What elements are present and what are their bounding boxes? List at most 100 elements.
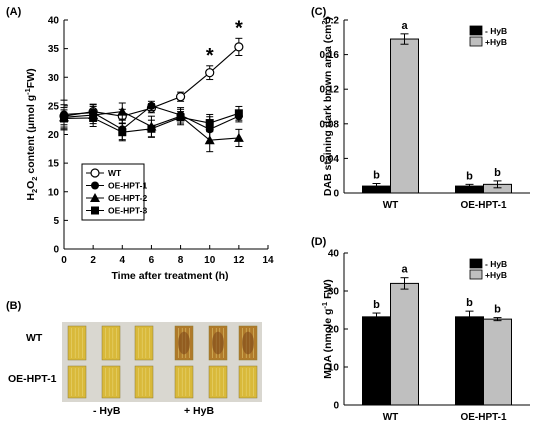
leaf-disc bbox=[101, 365, 121, 399]
leaf-disc bbox=[134, 365, 154, 399]
dab-legend: - HyB+HyB bbox=[469, 25, 507, 47]
h2o2-legend-marker bbox=[90, 168, 100, 178]
mda-legend-label: - HyB bbox=[485, 259, 507, 269]
mda-bar bbox=[483, 318, 512, 406]
h2o2-x-tick-label: 0 bbox=[61, 255, 67, 266]
dab-legend-swatch bbox=[469, 25, 483, 36]
h2o2-x-axis-title: Time after treatment (h) bbox=[111, 270, 228, 282]
h2o2-legend-marker bbox=[91, 181, 99, 190]
mda-y-tick-label: 40 bbox=[328, 249, 340, 260]
h2o2-significance-mark: * bbox=[206, 45, 214, 67]
dab-legend-label: - HyB bbox=[485, 26, 507, 36]
h2o2-y-tick-label: 35 bbox=[48, 44, 60, 55]
dab-significance-letter: b bbox=[466, 170, 473, 182]
h2o2-point bbox=[204, 135, 215, 145]
mda-y-axis-title: MDA (nmole g-1 FW) bbox=[320, 279, 334, 379]
photo-row-label-wt: WT bbox=[26, 332, 43, 344]
h2o2-point bbox=[234, 109, 243, 118]
dab-legend-label: +HyB bbox=[485, 37, 507, 47]
h2o2-y-tick-label: 15 bbox=[48, 159, 60, 170]
dab-category-label: WT bbox=[383, 200, 399, 211]
h2o2-legend: WT OE-HPT-1 OE-HPT-2 OE-HPT-3 bbox=[81, 163, 147, 221]
dab-bar bbox=[390, 38, 419, 194]
dab-category-label: OE-HPT-1 bbox=[460, 200, 507, 211]
h2o2-legend-label: WT bbox=[108, 168, 122, 178]
photo-group-label-minus: - HyB bbox=[93, 405, 121, 417]
dab-chart: 0 0.04 0.08 0.12 0.16 0.2 WT b a OE-HPT-1 b b - HyB+… bbox=[320, 16, 530, 211]
dab-stain bbox=[212, 331, 224, 355]
mda-significance-letter: b bbox=[466, 297, 473, 309]
dab-y-tick-label: 0 bbox=[333, 189, 339, 200]
mda-significance-letter: b bbox=[373, 299, 380, 311]
leaf-disc bbox=[101, 325, 121, 361]
dab-stain bbox=[242, 331, 254, 355]
mda-legend-label: +HyB bbox=[485, 270, 507, 280]
leaf-disc bbox=[67, 325, 87, 361]
mda-legend-swatch bbox=[469, 258, 483, 269]
h2o2-point bbox=[147, 101, 156, 110]
mda-legend-swatch bbox=[469, 269, 483, 280]
h2o2-y-tick-label: 25 bbox=[48, 101, 60, 112]
h2o2-legend-label: OE-HPT-2 bbox=[108, 193, 147, 203]
mda-y-tick-label: 10 bbox=[328, 363, 340, 374]
mda-y-tick-label: 30 bbox=[328, 287, 340, 298]
h2o2-x-tick-label: 4 bbox=[120, 255, 126, 266]
h2o2-point bbox=[233, 132, 244, 142]
h2o2-legend-marker bbox=[91, 206, 99, 215]
panel-label-c: (C) bbox=[311, 6, 327, 18]
mda-bar bbox=[455, 316, 484, 406]
leaf-disc bbox=[238, 365, 258, 399]
h2o2-series-wt bbox=[59, 37, 244, 126]
mda-significance-letter: b bbox=[494, 304, 501, 316]
mda-bar bbox=[390, 282, 419, 406]
dab-y-axis-title: DAB staining dark brown area (cm2) bbox=[320, 17, 334, 196]
h2o2-point bbox=[60, 114, 68, 123]
mda-y-tick-label: 0 bbox=[333, 401, 339, 412]
mda-chart: 0 10 20 30 40 WT b a OE-HPT-1 b b - HyB+HyB MDA (nmo… bbox=[320, 249, 530, 423]
dab-y-tick-label: 0.16 bbox=[320, 50, 340, 61]
h2o2-point bbox=[117, 106, 128, 116]
h2o2-point bbox=[205, 68, 215, 78]
h2o2-x-tick-label: 14 bbox=[262, 255, 274, 266]
photo-background bbox=[62, 322, 262, 402]
h2o2-legend-label: OE-HPT-3 bbox=[108, 206, 147, 216]
mda-legend: - HyB+HyB bbox=[469, 258, 507, 280]
leaf-photo bbox=[62, 322, 262, 402]
leaf-photo-image bbox=[62, 322, 262, 402]
h2o2-y-tick-label: 20 bbox=[48, 130, 60, 141]
h2o2-x-tick-label: 10 bbox=[204, 255, 216, 266]
h2o2-x-tick-label: 2 bbox=[90, 255, 96, 266]
h2o2-y-tick-label: 5 bbox=[53, 216, 59, 227]
h2o2-y-tick-label: 30 bbox=[48, 73, 60, 84]
dab-significance-letter: b bbox=[373, 169, 380, 181]
h2o2-x-tick-label: 8 bbox=[178, 255, 184, 266]
mda-significance-letter: a bbox=[401, 264, 408, 276]
photo-row-label-oe: OE-HPT-1 bbox=[8, 373, 57, 385]
dab-stain bbox=[178, 331, 190, 355]
h2o2-y-tick-label: 0 bbox=[53, 245, 59, 256]
dab-significance-letter: a bbox=[401, 20, 408, 32]
panel-label-a: (A) bbox=[6, 6, 22, 18]
h2o2-significance-mark: * bbox=[235, 17, 243, 39]
h2o2-point bbox=[89, 113, 98, 122]
h2o2-point bbox=[176, 113, 185, 122]
h2o2-legend-marker bbox=[90, 193, 100, 202]
h2o2-y-tick-label: 10 bbox=[48, 187, 60, 198]
h2o2-x-tick-label: 12 bbox=[233, 255, 245, 266]
dab-significance-letter: b bbox=[494, 167, 501, 179]
mda-bar bbox=[362, 316, 391, 406]
dab-y-tick-label: 0.2 bbox=[325, 16, 339, 27]
leaf-disc bbox=[134, 325, 154, 361]
h2o2-series-oe-hpt-3 bbox=[60, 105, 243, 142]
h2o2-point bbox=[205, 119, 214, 128]
dab-legend-swatch bbox=[469, 36, 483, 47]
leaf-disc bbox=[67, 365, 87, 399]
dab-y-tick-label: 0.04 bbox=[320, 154, 340, 165]
h2o2-point bbox=[118, 128, 127, 137]
panel-label-b: (B) bbox=[6, 300, 22, 312]
leaf-disc bbox=[208, 365, 228, 399]
dab-y-tick-label: 0.12 bbox=[320, 85, 340, 96]
h2o2-point bbox=[147, 124, 156, 133]
h2o2-chart: 0 5 10 15 20 25 30 35 40 0 2 4 6 8 10 12 14 Time after tr… bbox=[23, 16, 274, 283]
